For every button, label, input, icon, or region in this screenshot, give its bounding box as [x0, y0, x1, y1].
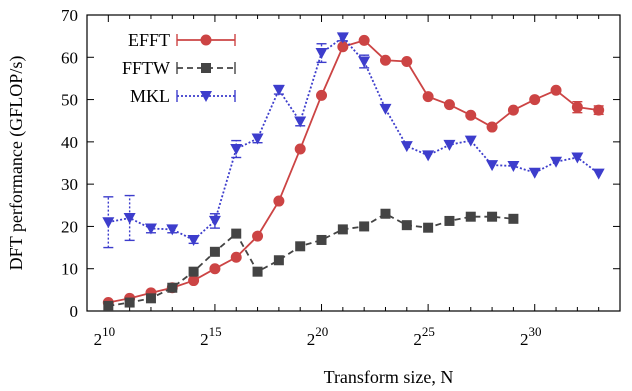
data-point-mkl: [251, 133, 264, 145]
data-point-efft: [486, 121, 498, 133]
data-point-mkl: [592, 168, 605, 180]
data-point-efft: [529, 94, 541, 106]
data-point-mkl: [230, 144, 243, 156]
data-point-fftw: [359, 221, 370, 232]
data-point-mkl: [315, 48, 328, 60]
data-point-fftw: [444, 215, 455, 226]
data-point-mkl: [144, 223, 157, 235]
data-point-efft: [294, 143, 306, 155]
series-fftw: [103, 208, 519, 311]
data-point-mkl: [571, 152, 584, 164]
axes-layer: 0 10 20 30 40 50 60 70 210 215 220 225 230: [61, 6, 621, 349]
data-point-mkl: [486, 160, 499, 172]
legend-marker-fftw: [201, 63, 211, 73]
data-point-efft: [422, 91, 434, 103]
x-tick-label: 210: [94, 324, 116, 349]
legend-marker-efft: [200, 34, 212, 46]
data-point-efft: [443, 99, 455, 111]
x-tick-label: 225: [413, 324, 435, 349]
data-point-fftw: [487, 211, 498, 222]
x-tick-label: 230: [520, 324, 542, 349]
data-point-fftw: [295, 241, 306, 252]
y-tick-label: 40: [61, 133, 78, 152]
data-point-mkl: [528, 167, 541, 179]
data-point-efft: [358, 34, 370, 46]
y-tick-label: 0: [70, 302, 79, 321]
series-layer: [102, 32, 605, 311]
data-point-fftw: [316, 234, 327, 245]
data-point-efft: [230, 251, 242, 263]
data-point-mkl: [464, 135, 477, 147]
y-tick-label: 70: [61, 6, 78, 25]
data-point-fftw: [124, 297, 135, 308]
data-point-mkl: [187, 234, 200, 246]
legend-label-efft: EFFT: [128, 30, 170, 50]
legend: EFFT FFTW MKL: [122, 30, 236, 106]
y-axis-title: DFT performance (GFLOP/s): [6, 56, 27, 271]
plot-frame: [86, 14, 621, 312]
data-point-fftw: [188, 266, 199, 277]
data-point-fftw: [103, 300, 114, 311]
y-tick-label: 20: [61, 217, 78, 236]
data-point-mkl: [422, 150, 435, 162]
data-point-mkl: [272, 84, 285, 96]
data-point-fftw: [423, 222, 434, 233]
data-point-efft: [252, 230, 264, 242]
y-tick-label: 30: [61, 175, 78, 194]
series-line-efft: [108, 39, 599, 304]
data-point-mkl: [358, 56, 371, 68]
legend-label-mkl: MKL: [130, 86, 170, 106]
data-point-efft: [316, 89, 328, 101]
data-point-fftw: [401, 220, 412, 231]
y-tick-label: 60: [61, 48, 78, 67]
x-tick-label: 220: [307, 324, 329, 349]
data-point-mkl: [294, 116, 307, 128]
data-point-efft: [379, 54, 391, 66]
data-point-fftw: [465, 211, 476, 222]
data-point-fftw: [273, 255, 284, 266]
data-point-mkl: [208, 215, 221, 227]
data-point-efft: [209, 263, 221, 275]
data-point-mkl: [550, 156, 563, 168]
data-point-fftw: [380, 208, 391, 219]
data-point-efft: [593, 104, 605, 116]
series-line-mkl: [108, 36, 600, 242]
data-point-efft: [507, 104, 519, 116]
data-point-efft: [550, 84, 562, 96]
legend-label-fftw: FFTW: [122, 58, 170, 78]
x-tick-label: 215: [200, 324, 222, 349]
data-point-fftw: [167, 282, 178, 293]
data-point-fftw: [209, 246, 220, 257]
data-point-fftw: [337, 224, 348, 235]
y-tick-label: 10: [61, 260, 78, 279]
data-point-efft: [401, 56, 413, 68]
data-point-mkl: [102, 217, 115, 229]
series-mkl: [102, 32, 605, 249]
data-point-fftw: [231, 228, 242, 239]
data-point-efft: [273, 195, 285, 207]
data-point-mkl: [507, 160, 520, 172]
x-axis-title: Transform size, N: [324, 367, 454, 387]
data-point-mkl: [400, 141, 413, 153]
y-tick-label: 50: [61, 91, 78, 110]
data-point-efft: [571, 101, 583, 113]
data-point-fftw: [508, 213, 519, 224]
legend-marker-mkl: [200, 91, 212, 102]
data-point-efft: [465, 109, 477, 121]
data-point-mkl: [123, 212, 136, 224]
data-point-efft: [188, 275, 200, 287]
data-point-mkl: [443, 139, 456, 151]
data-point-mkl: [166, 224, 179, 236]
data-point-fftw: [145, 293, 156, 304]
data-point-mkl: [379, 103, 392, 115]
data-point-mkl: [336, 32, 349, 44]
series-efft: [102, 34, 605, 309]
data-point-fftw: [252, 266, 263, 277]
